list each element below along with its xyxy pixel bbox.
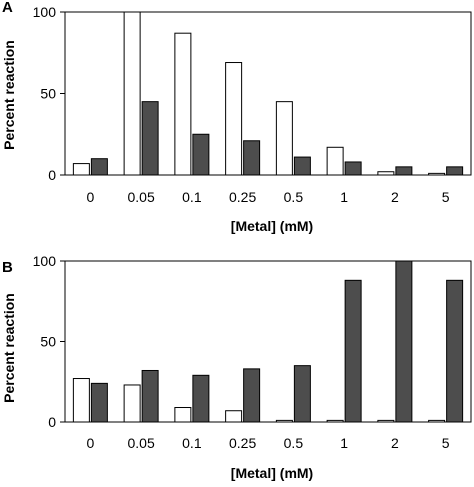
panel-b-x-tick-label: 0.5 (284, 435, 304, 451)
panel-a-bar-series-2 (344, 161, 362, 176)
panel-a-bar-series-2 (192, 133, 210, 176)
panel-b-bar-series-1 (428, 419, 446, 423)
panel-a-x-tick-label: 1 (340, 189, 348, 205)
panel-b-y-axis-label: Percent reaction (1, 293, 17, 403)
panel-a-x-tick-label: 5 (442, 189, 450, 205)
panel-b-x-tick-label: 2 (391, 435, 399, 451)
panel-a-bar-series-2 (243, 140, 261, 176)
panel-a-bar-series-2 (141, 101, 159, 176)
panel-b-y-tick-label: 50 (40, 334, 56, 350)
panel-a-bar-series-1 (72, 163, 90, 176)
panel-b-x-tick-label: 0.1 (182, 435, 202, 451)
panel-a-x-tick-label: 0.5 (284, 189, 304, 205)
panel-a-x-tick-label: 0.05 (128, 189, 155, 205)
panel-a-y-ticks: 0 50 100 (33, 4, 65, 183)
panel-a-x-axis-label: [Metal] (mM) (231, 218, 313, 234)
panel-a-y-tick-label: 100 (33, 4, 57, 20)
panel-a-bar-series-1 (377, 171, 395, 176)
panel-a-bar-series-2 (90, 158, 108, 176)
panel-b-bar-series-2 (90, 382, 108, 423)
panel-b-bar-series-1 (377, 419, 395, 423)
panel-b-bar-series-2 (344, 279, 362, 423)
panel-a-bar-series-1 (123, 11, 141, 176)
panel-b-x-axis-label: [Metal] (mM) (231, 465, 313, 481)
panel-a-bar-series-1 (275, 101, 293, 176)
panel-a-x-tick-label: 0.1 (182, 189, 202, 205)
panel-a-bar-series-1 (326, 146, 344, 176)
panel-b-bar-series-1 (123, 384, 141, 423)
panel-b-x-tick-label: 0.05 (128, 435, 155, 451)
panel-a-x-tick-label: 0.25 (229, 189, 256, 205)
panel-b-label: B (2, 259, 13, 276)
panel-a-bar-series-2 (293, 156, 311, 176)
panel-b-bar-series-2 (243, 368, 261, 423)
panel-a-label: A (2, 0, 13, 16)
panel-a-y-axis-label: Percent reaction (1, 40, 17, 150)
panel-b-bar-series-1 (174, 407, 192, 423)
panel-b-x-ticks: 0 0.05 0.1 0.25 0.5 1 2 5 (86, 435, 449, 451)
panel-a-bar-series-2 (446, 166, 464, 176)
panel-b-x-tick-label: 5 (442, 435, 450, 451)
panel-b-bar-series-1 (275, 419, 293, 423)
panel-b-y-tick-label: 0 (48, 414, 56, 430)
panel-b-bar-series-2 (293, 365, 311, 423)
panel-b-bars (72, 260, 464, 423)
panel-b-bar-series-1 (326, 419, 344, 423)
panel-a-x-tick-label: 0 (86, 189, 94, 205)
panel-a-y-tick-label: 50 (40, 86, 56, 102)
panel-b-bar-series-1 (72, 378, 90, 423)
panel-b-bar-series-2 (192, 374, 210, 423)
panel-b-y-ticks: 0 50 100 (33, 253, 65, 430)
panel-a-bars (72, 11, 464, 176)
panel-b-bar-series-2 (141, 369, 159, 423)
panel-b-x-tick-label: 0 (86, 435, 94, 451)
panel-b-bar-series-2 (395, 260, 413, 423)
panel-a-bar-series-1 (225, 62, 243, 176)
panel-a-bar-series-1 (428, 172, 446, 176)
panel-b-bar-series-1 (225, 410, 243, 423)
panel-b-y-tick-label: 100 (33, 253, 57, 269)
panel-b-x-tick-label: 1 (340, 435, 348, 451)
panel-a-x-tick-label: 2 (391, 189, 399, 205)
panel-a-bar-series-2 (395, 166, 413, 176)
panel-a-x-ticks: 0 0.05 0.1 0.25 0.5 1 2 5 (86, 189, 449, 205)
panel-b-bar-series-2 (446, 279, 464, 423)
panel-b-x-tick-label: 0.25 (229, 435, 256, 451)
panel-a-y-tick-label: 0 (48, 167, 56, 183)
panel-a-bar-series-1 (174, 32, 192, 176)
